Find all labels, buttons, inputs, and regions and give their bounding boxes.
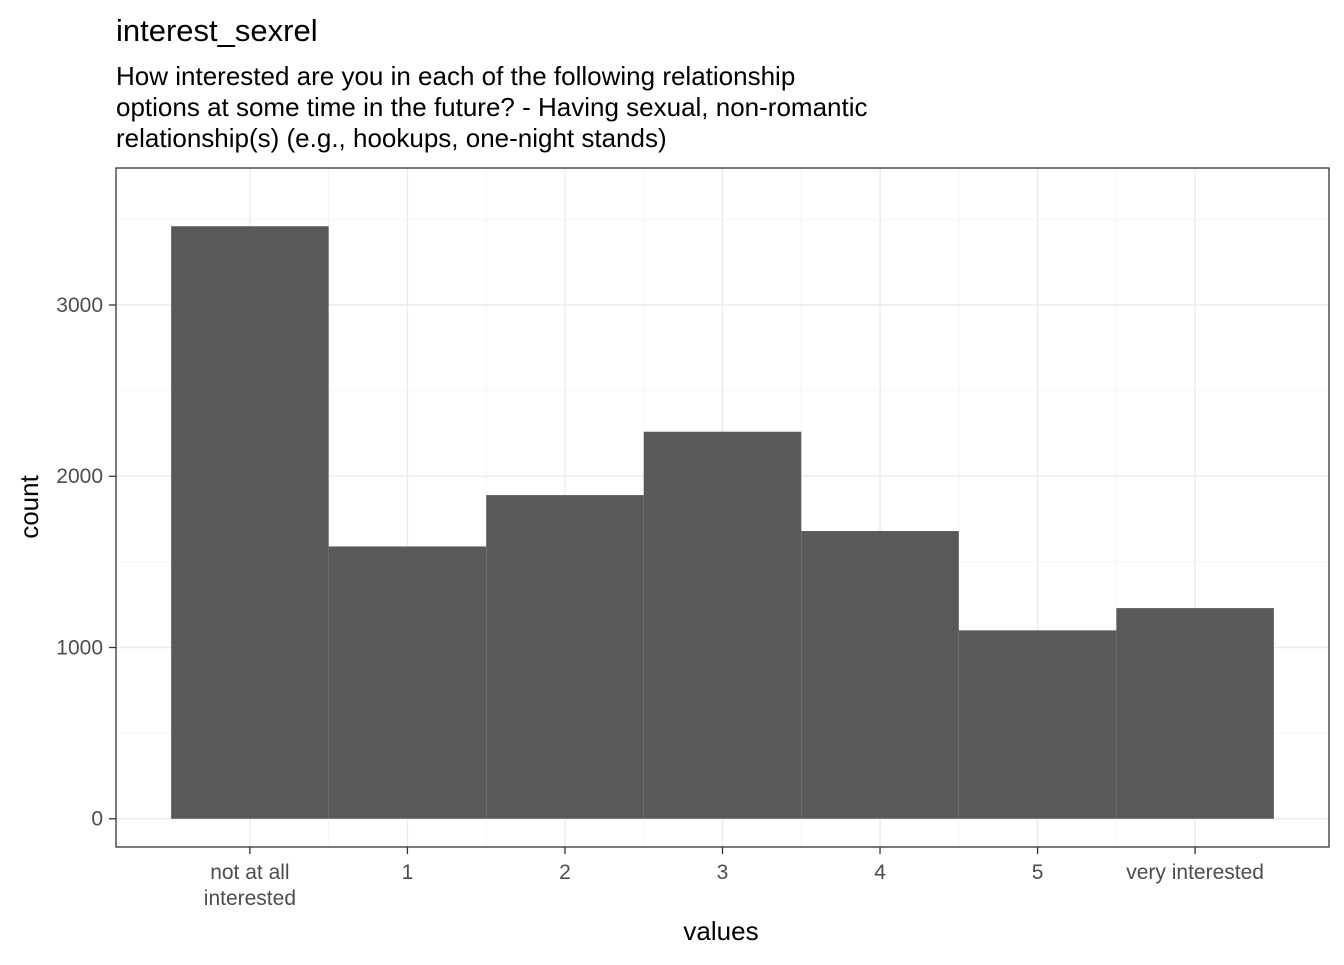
axes: 0 1000 2000 3000 not at all interested 1 2 3 4 5 ve… <box>56 294 1264 910</box>
y-tick-label: 1000 <box>56 636 103 659</box>
bar <box>1116 608 1274 819</box>
bar <box>643 431 802 819</box>
chart-title: interest_sexrel <box>116 13 318 48</box>
x-tick-label: 5 <box>1032 861 1044 884</box>
bar <box>486 495 644 819</box>
bar <box>958 630 1117 819</box>
x-tick-label: 4 <box>874 861 886 884</box>
y-tick-label: 0 <box>91 808 103 831</box>
x-tick-label: 2 <box>559 861 571 884</box>
bar <box>801 531 959 819</box>
x-tick-label: 3 <box>717 861 729 884</box>
y-tick-label: 2000 <box>56 465 103 488</box>
bar <box>171 226 329 819</box>
bars <box>171 226 1274 819</box>
chart-subtitle-line-3: relationship(s) (e.g., hookups, one-nigh… <box>116 123 667 153</box>
x-tick-label: 1 <box>402 861 414 884</box>
x-tick-label: not at all <box>210 861 289 884</box>
x-tick-label: very interested <box>1126 861 1264 884</box>
bar <box>328 546 487 819</box>
chart-subtitle-line-1: How interested are you in each of the fo… <box>116 61 795 91</box>
y-axis-title: count <box>14 474 44 538</box>
x-axis-title: values <box>683 916 758 946</box>
x-tick-label: interested <box>204 887 296 910</box>
y-tick-label: 3000 <box>56 294 103 317</box>
chart-subtitle-line-2: options at some time in the future? - Ha… <box>116 92 868 122</box>
